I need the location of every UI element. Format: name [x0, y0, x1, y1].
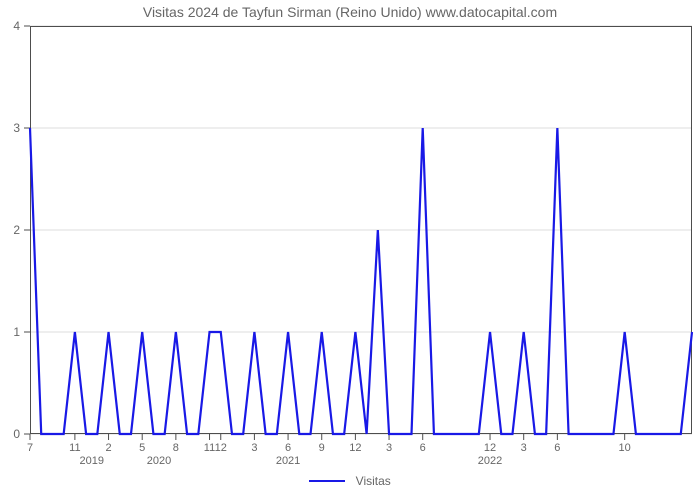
x-year-label: 2020 — [147, 455, 171, 467]
chart-legend: Visitas — [0, 472, 700, 490]
x-tick-label: 12 — [484, 442, 496, 454]
x-tick-label: 3 — [521, 442, 527, 454]
y-tick-label: 1 — [13, 325, 20, 339]
x-tick-label: 3 — [251, 442, 257, 454]
visits-chart: Visitas 2024 de Tayfun Sirman (Reino Uni… — [0, 0, 700, 500]
x-year-label: 2021 — [276, 455, 300, 467]
x-tick-label: 7 — [27, 442, 33, 454]
x-tick-label: 12 — [349, 442, 361, 454]
x-year-label: 2022 — [478, 455, 502, 467]
y-tick-label: 2 — [13, 223, 20, 237]
x-tick-label: 5 — [139, 442, 145, 454]
chart-svg — [30, 26, 692, 434]
x-tick-label: 6 — [554, 442, 560, 454]
x-tick-label: 12 — [215, 442, 227, 454]
x-tick-label: 6 — [420, 442, 426, 454]
x-tick-label: 11 — [204, 442, 215, 454]
x-tick-label: 10 — [619, 442, 631, 454]
legend-swatch — [309, 480, 345, 482]
x-tick-label: 9 — [319, 442, 325, 454]
x-tick-label: 6 — [285, 442, 291, 454]
plot-area — [30, 26, 692, 434]
x-tick-label: 8 — [173, 442, 179, 454]
x-tick-label: 2 — [105, 442, 111, 454]
x-tick-label: 11 — [69, 442, 80, 454]
y-tick-label: 0 — [13, 427, 20, 441]
x-tick-label: 3 — [386, 442, 392, 454]
chart-title: Visitas 2024 de Tayfun Sirman (Reino Uni… — [0, 4, 700, 20]
x-year-label: 2019 — [79, 455, 103, 467]
legend-label: Visitas — [356, 474, 391, 488]
y-tick-label: 4 — [13, 19, 20, 33]
y-tick-label: 3 — [13, 121, 20, 135]
